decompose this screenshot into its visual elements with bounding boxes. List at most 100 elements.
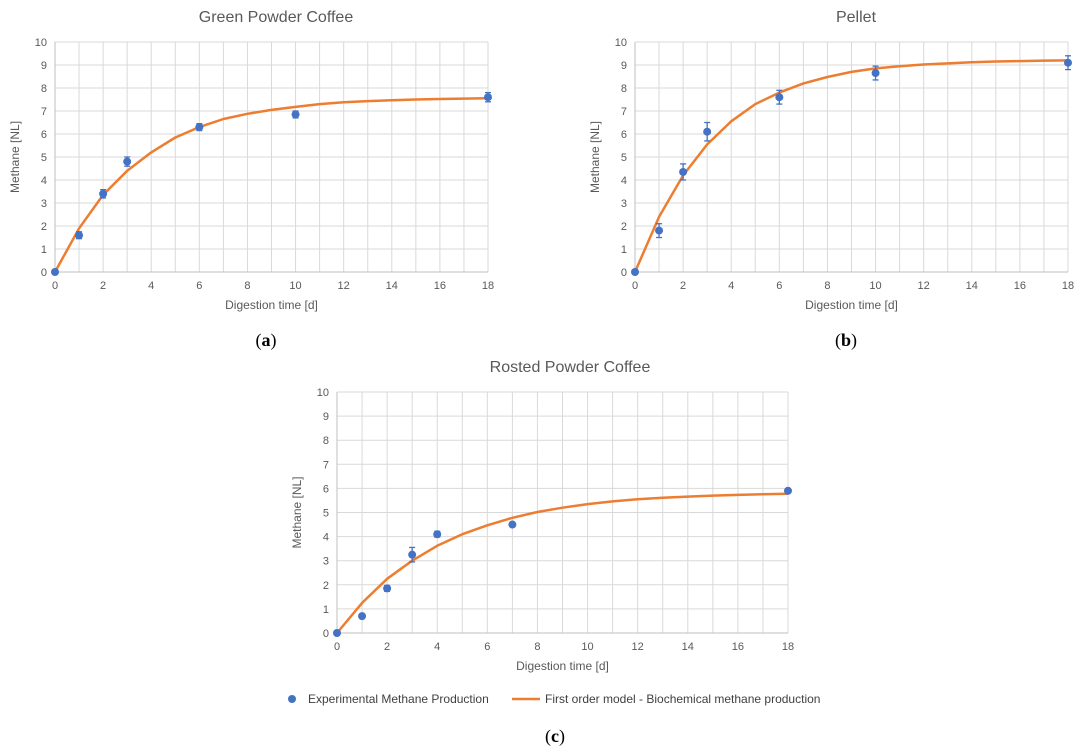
x-tick-label: 16: [434, 280, 446, 292]
y-tick-label: 9: [323, 411, 329, 423]
y-axis-label: Methane [NL]: [588, 121, 602, 193]
y-tick-label: 5: [621, 152, 627, 164]
y-tick-label: 4: [621, 175, 627, 187]
x-tick-label: 18: [482, 280, 494, 292]
data-point: [784, 486, 792, 495]
x-tick-label: 10: [869, 280, 881, 292]
data-point: [655, 226, 664, 235]
y-tick-label: 2: [621, 221, 627, 233]
panel-label-a: (a): [256, 330, 277, 351]
x-tick-label: 14: [386, 280, 398, 292]
x-tick-label: 16: [732, 641, 744, 653]
data-point: [408, 550, 417, 559]
model-series-line: [633, 59, 1069, 273]
x-tick-label: 0: [334, 641, 340, 653]
x-tick-label: 18: [782, 641, 794, 653]
y-tick-label: 3: [41, 198, 47, 210]
x-tick-label: 18: [1062, 280, 1074, 292]
x-tick-label: 12: [632, 641, 644, 653]
y-tick-label: 0: [323, 628, 329, 640]
y-tick-label: 1: [323, 604, 329, 616]
data-point: [871, 69, 880, 78]
chart-title: Green Powder Coffee: [199, 9, 354, 26]
y-tick-label: 4: [41, 175, 47, 187]
y-tick-label: 5: [323, 508, 329, 520]
data-point: [775, 93, 784, 102]
x-tick-label: 8: [534, 641, 540, 653]
y-tick-label: 1: [41, 244, 47, 256]
data-point: [333, 629, 341, 637]
y-axis-label: Methane [NL]: [8, 121, 22, 193]
y-tick-label: 6: [41, 129, 47, 141]
y-tick-label: 6: [621, 129, 627, 141]
legend-points-marker: [288, 695, 296, 703]
data-point: [383, 584, 392, 593]
x-tick-label: 2: [384, 641, 390, 653]
y-tick-label: 2: [323, 580, 329, 592]
x-tick-label: 10: [289, 280, 301, 292]
y-tick-label: 3: [323, 556, 329, 568]
data-point: [1064, 58, 1072, 67]
data-point: [51, 268, 59, 276]
x-axis-label: Digestion time [d]: [805, 298, 898, 312]
y-tick-label: 2: [41, 221, 47, 233]
x-tick-label: 0: [632, 280, 638, 292]
x-tick-label: 6: [776, 280, 782, 292]
data-point: [508, 520, 517, 529]
x-tick-label: 12: [338, 280, 350, 292]
y-tick-label: 9: [41, 60, 47, 72]
x-tick-label: 6: [196, 280, 202, 292]
y-tick-label: 7: [621, 106, 627, 118]
y-tick-label: 0: [41, 267, 47, 279]
y-tick-label: 9: [621, 60, 627, 72]
data-point: [679, 167, 688, 176]
x-tick-label: 16: [1014, 280, 1026, 292]
y-tick-label: 8: [323, 435, 329, 447]
x-tick-label: 4: [434, 641, 440, 653]
y-tick-label: 10: [615, 37, 627, 49]
y-tick-label: 1: [621, 244, 627, 256]
x-tick-label: 14: [682, 641, 694, 653]
data-point: [358, 612, 367, 621]
legend: Experimental Methane Production First or…: [288, 692, 820, 706]
x-tick-label: 0: [52, 280, 58, 292]
legend-points-label: Experimental Methane Production: [308, 692, 489, 706]
y-tick-label: 10: [317, 387, 329, 399]
x-tick-label: 8: [244, 280, 250, 292]
chart-title: Pellet: [836, 9, 877, 26]
y-tick-label: 7: [41, 106, 47, 118]
data-point: [484, 93, 492, 102]
data-point: [123, 157, 132, 166]
y-tick-label: 7: [323, 459, 329, 471]
y-tick-label: 0: [621, 267, 627, 279]
y-tick-label: 8: [41, 83, 47, 95]
y-tick-label: 3: [621, 198, 627, 210]
x-tick-label: 4: [728, 280, 734, 292]
x-axis-label: Digestion time [d]: [516, 659, 609, 673]
x-tick-label: 14: [966, 280, 978, 292]
data-point: [195, 123, 204, 132]
x-tick-label: 6: [484, 641, 490, 653]
x-tick-label: 2: [680, 280, 686, 292]
data-point: [433, 530, 442, 539]
x-tick-label: 10: [581, 641, 593, 653]
x-axis-label: Digestion time [d]: [225, 298, 318, 312]
legend-model-label: First order model - Biochemical methane …: [545, 692, 820, 706]
data-point: [75, 231, 84, 240]
x-tick-label: 12: [918, 280, 930, 292]
model-series-line: [53, 97, 489, 273]
x-tick-label: 8: [824, 280, 830, 292]
chart-title: Rosted Powder Coffee: [490, 359, 651, 376]
y-tick-label: 8: [621, 83, 627, 95]
y-axis-label: Methane [NL]: [290, 476, 304, 548]
y-tick-label: 5: [41, 152, 47, 164]
y-tick-label: 6: [323, 483, 329, 495]
x-tick-label: 2: [100, 280, 106, 292]
x-tick-label: 4: [148, 280, 154, 292]
y-tick-label: 4: [323, 532, 329, 544]
panel-label-b: (b): [835, 330, 857, 351]
